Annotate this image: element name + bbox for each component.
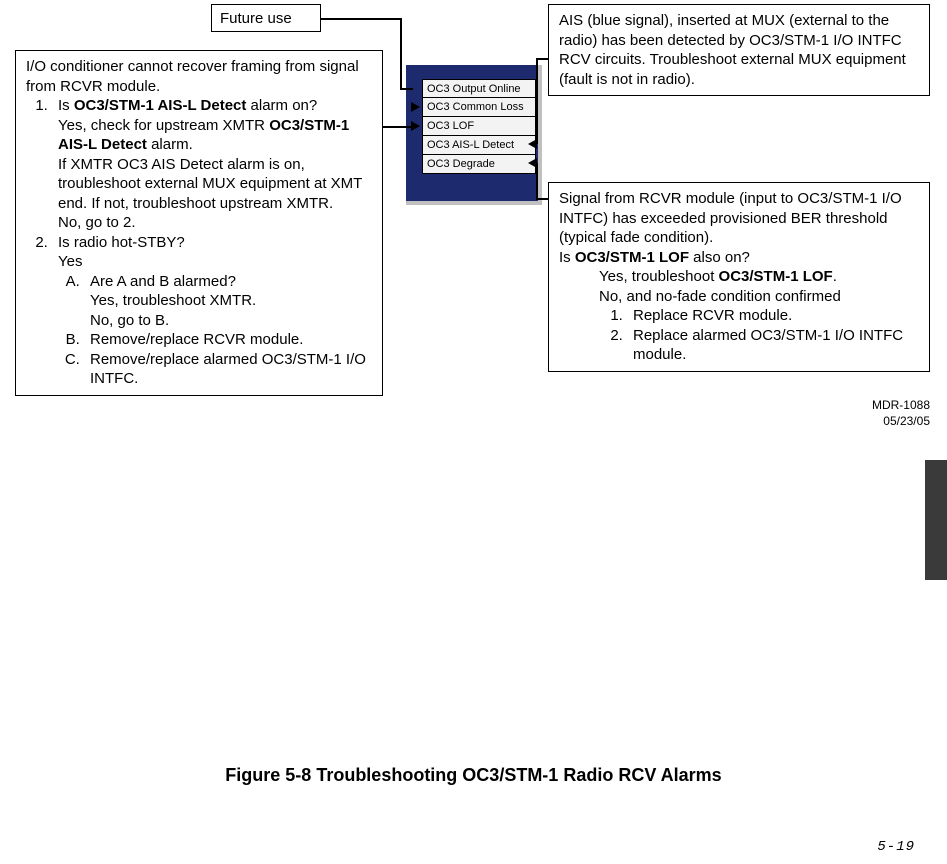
- rb-answers: Yes, troubleshoot OC3/STM-1 LOF. No, and…: [559, 267, 919, 365]
- right-bottom-box: Signal from RCVR module (input to OC3/ST…: [548, 182, 930, 372]
- left-list: Is OC3/STM-1 AIS-L Detect alarm on? Yes,…: [26, 96, 372, 389]
- left-item1-no: No, go to 2.: [58, 213, 372, 233]
- rb-yes: Yes, troubleshoot OC3/STM-1 LOF.: [599, 267, 919, 287]
- connector-line: [536, 58, 548, 60]
- panel-row-4: OC3 Degrade: [422, 155, 536, 174]
- rb-no: No, and no-fade condition confirmed: [599, 287, 919, 307]
- left-instruction-box: I/O conditioner cannot recover framing f…: [15, 50, 383, 396]
- side-tab: [925, 460, 947, 580]
- rb-no-list: Replace RCVR module. Replace alarmed OC3…: [599, 306, 919, 365]
- left-item1-yes3: If XMTR OC3 AIS Detect alarm is on, trou…: [58, 155, 372, 214]
- arrow-left-icon: [528, 139, 537, 149]
- connector-line: [536, 58, 538, 144]
- future-use-box: Future use: [211, 4, 321, 32]
- rb-q: Is OC3/STM-1 LOF also on?: [559, 248, 919, 268]
- connector-line: [383, 126, 413, 128]
- left-item-1: Is OC3/STM-1 AIS-L Detect alarm on? Yes,…: [52, 96, 372, 233]
- panel-list: OC3 Output Online OC3 Common Loss OC3 LO…: [422, 79, 536, 174]
- panel-row-1: OC3 Common Loss: [422, 98, 536, 117]
- left-intro: I/O conditioner cannot recover framing f…: [26, 57, 372, 96]
- right-top-box: AIS (blue signal), inserted at MUX (exte…: [548, 4, 930, 96]
- connector-line: [400, 88, 413, 90]
- rb-p1: Signal from RCVR module (input to OC3/ST…: [559, 189, 919, 248]
- rb-n1: Replace RCVR module.: [627, 306, 919, 326]
- triangle-icon: [411, 102, 420, 112]
- connector-line: [321, 18, 401, 20]
- connector-line: [536, 198, 548, 200]
- left-item-2: Is radio hot-STBY? Yes Are A and B alarm…: [52, 233, 372, 389]
- arrow-left-icon: [528, 158, 537, 168]
- figure-caption: Figure 5-8 Troubleshooting OC3/STM-1 Rad…: [0, 764, 947, 787]
- connector-line: [536, 163, 538, 199]
- left-item2-b: Remove/replace RCVR module.: [84, 330, 372, 350]
- left-item2-sublist: Are A and B alarmed? Yes, troubleshoot X…: [58, 272, 372, 389]
- page-number: 5-19: [877, 838, 915, 856]
- future-use-label: Future use: [220, 10, 292, 27]
- rb-n2: Replace alarmed OC3/STM-1 I/O INTFC modu…: [627, 326, 919, 365]
- connector-line: [400, 18, 402, 89]
- left-item1-yes: Yes, check for upstream XMTR OC3/STM-1 A…: [58, 116, 372, 155]
- left-item2-c: Remove/replace alarmed OC3/STM-1 I/O INT…: [84, 350, 372, 389]
- left-item2-yes: Yes: [58, 252, 372, 272]
- panel-row-2: OC3 LOF: [422, 117, 536, 136]
- mdr-id: MDR-1088 05/23/05: [832, 398, 930, 429]
- right-top-text: AIS (blue signal), inserted at MUX (exte…: [559, 12, 906, 88]
- left-item2-a: Are A and B alarmed? Yes, troubleshoot X…: [84, 272, 372, 331]
- radio-panel: OC3 Output Online OC3 Common Loss OC3 LO…: [406, 65, 542, 205]
- panel-row-3: OC3 AIS-L Detect: [422, 136, 536, 155]
- panel-row-0: OC3 Output Online: [422, 79, 536, 98]
